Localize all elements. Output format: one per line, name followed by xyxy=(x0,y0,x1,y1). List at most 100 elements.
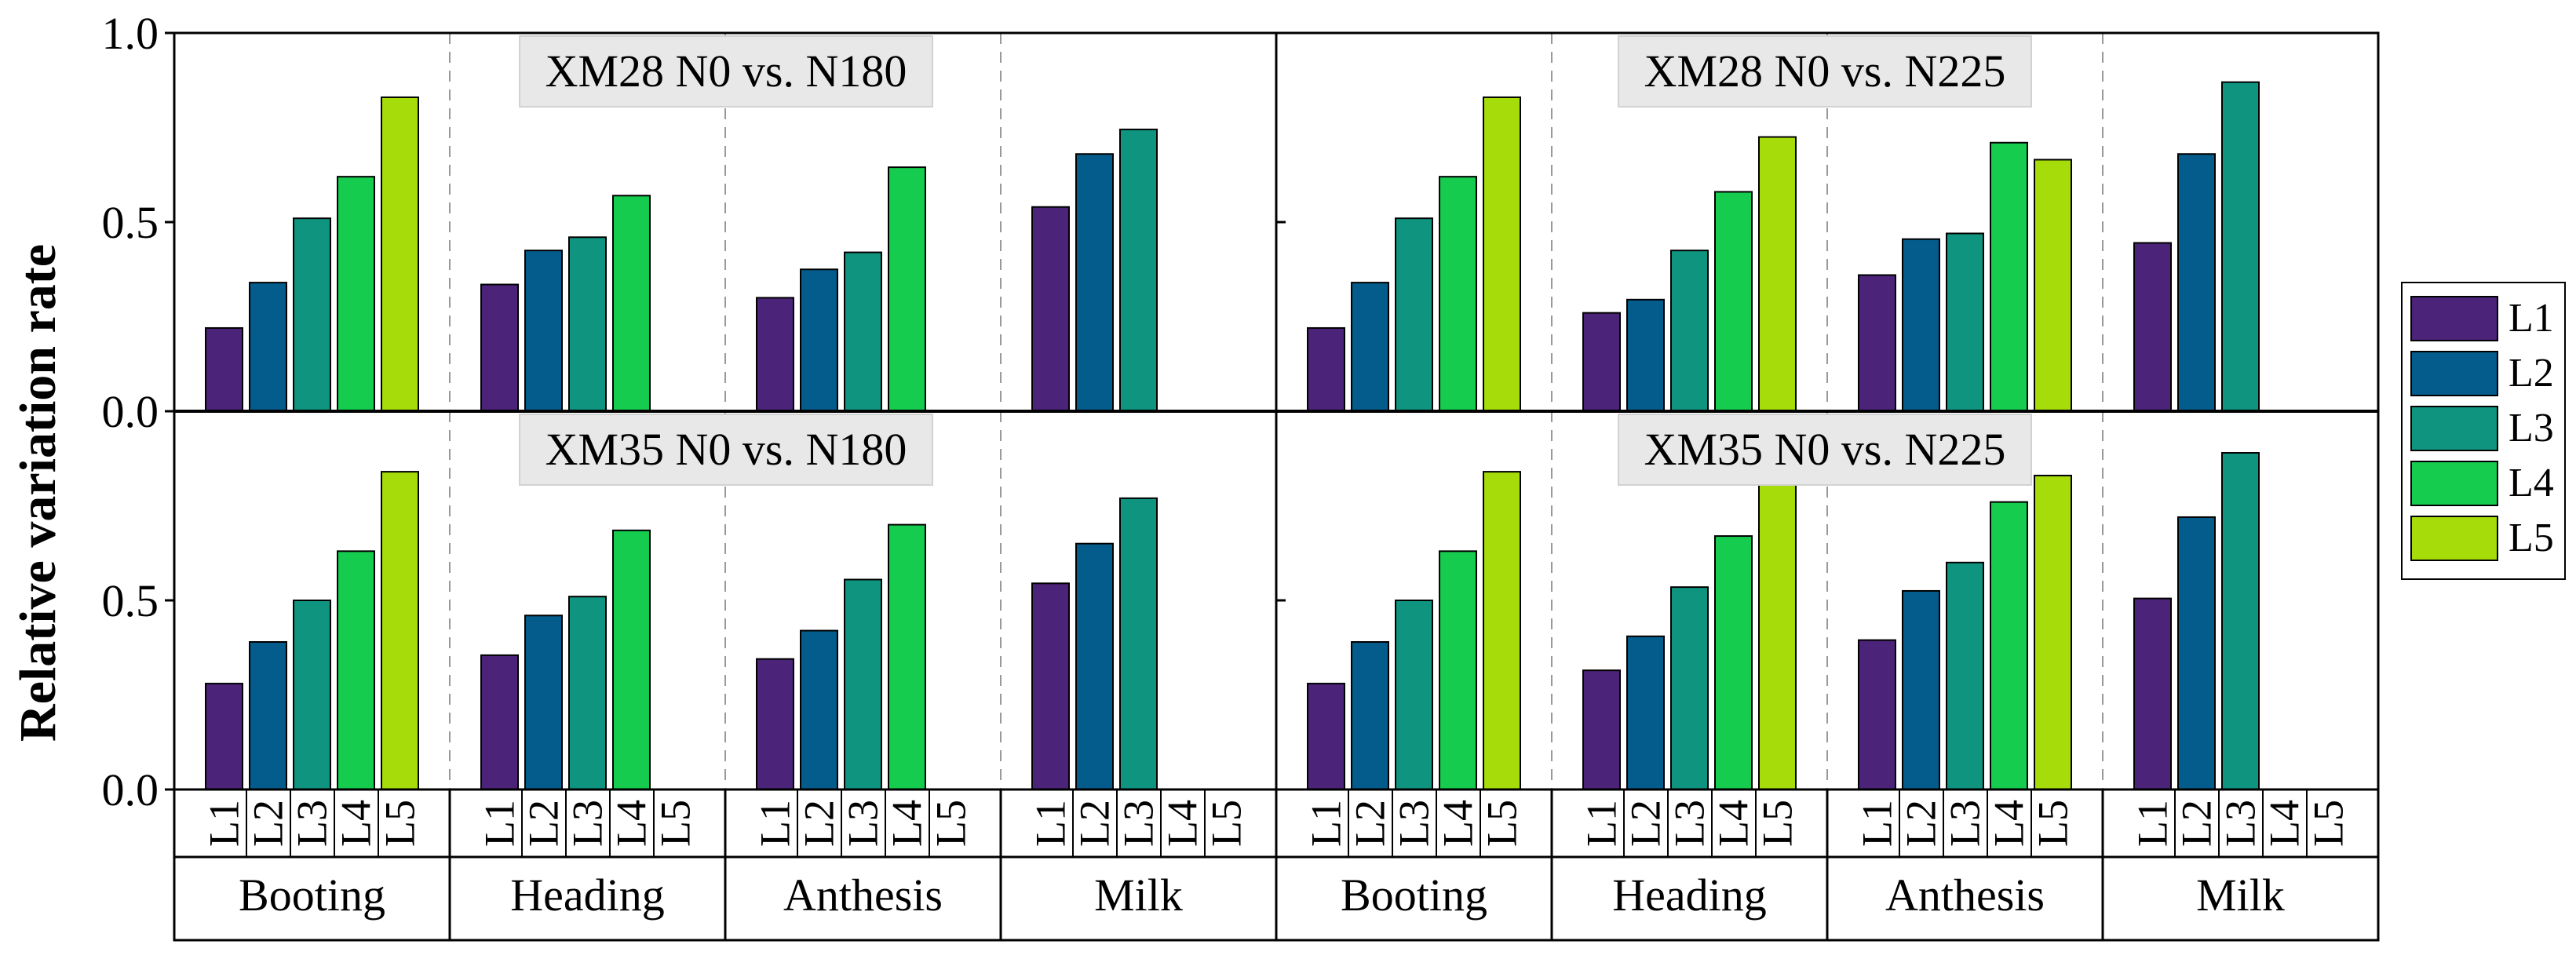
bar-2-booting-l3 xyxy=(1395,217,1433,412)
leaf-label: L2 xyxy=(796,800,843,847)
leaf-label: L3 xyxy=(1666,800,1713,847)
bar-3-booting-l3 xyxy=(293,600,331,790)
leaf-label: L5 xyxy=(377,800,424,847)
bar-4-anthesis-l4 xyxy=(1990,501,2028,790)
bar-3-heading-l2 xyxy=(524,614,563,791)
bar-4-milk-l3 xyxy=(2221,452,2260,791)
bar-1-heading-l3 xyxy=(568,236,607,412)
leaf-label: L4 xyxy=(2261,800,2308,847)
leaf-label: L3 xyxy=(289,800,336,847)
bar-3-booting-l5 xyxy=(381,471,419,790)
bar-2-heading-l4 xyxy=(1714,191,1753,412)
leaf-label: L4 xyxy=(1710,800,1757,847)
stage-label: Booting xyxy=(239,870,385,921)
legend-label-l5: L5 xyxy=(2508,516,2554,560)
bar-4-booting-l5 xyxy=(1483,471,1521,790)
bar-3-booting-l1 xyxy=(205,683,243,790)
leaf-label: L2 xyxy=(1071,800,1118,847)
legend-swatch-l1 xyxy=(2410,296,2498,341)
bar-4-anthesis-l1 xyxy=(1858,639,1896,790)
bar-4-anthesis-l2 xyxy=(1902,589,1940,791)
leaf-label: L1 xyxy=(752,800,799,847)
legend-label-l1: L1 xyxy=(2508,296,2554,341)
leaf-label: L2 xyxy=(245,800,292,847)
legend-label-l3: L3 xyxy=(2508,406,2554,450)
bar-3-anthesis-l4 xyxy=(888,523,926,790)
bar-1-anthesis-l3 xyxy=(844,251,882,412)
legend-swatch-l2 xyxy=(2410,351,2498,396)
stage-label: Heading xyxy=(1612,870,1767,921)
leaf-label: L5 xyxy=(928,800,975,847)
leaf-label: L5 xyxy=(1479,800,1526,847)
leaf-label: L4 xyxy=(608,800,655,847)
panel-title-box xyxy=(519,414,933,486)
bar-2-milk-l1 xyxy=(2133,242,2172,413)
bar-2-anthesis-l5 xyxy=(2034,159,2072,412)
bar-2-anthesis-l3 xyxy=(1946,232,1984,412)
bar-1-booting-l3 xyxy=(293,217,331,412)
leaf-label: L1 xyxy=(201,800,248,847)
stage-label: Heading xyxy=(510,870,665,921)
stage-label: Anthesis xyxy=(783,870,943,921)
leaf-label: L4 xyxy=(1435,800,1482,847)
bars-layer xyxy=(205,81,2260,791)
bar-4-booting-l2 xyxy=(1351,641,1389,791)
leaf-label: L4 xyxy=(884,800,931,847)
leaf-label: L1 xyxy=(1303,800,1350,847)
legend-swatch-l4 xyxy=(2410,461,2498,506)
leaf-label: L5 xyxy=(2305,800,2352,847)
stage-label: Booting xyxy=(1341,870,1487,921)
panel-titles: XM28 N0 vs. N180 XM28 N0 vs. N225 XM35 N0 … xyxy=(519,35,2032,486)
leaf-label: L3 xyxy=(1391,800,1438,847)
bar-2-heading-l1 xyxy=(1582,312,1621,412)
bar-2-milk-l3 xyxy=(2221,81,2260,412)
panel-title: XM35 N0 vs. N180 xyxy=(545,424,907,475)
bar-4-anthesis-l5 xyxy=(2034,474,2072,790)
leaf-label: L2 xyxy=(520,800,567,847)
leaf-label: L2 xyxy=(2173,800,2220,847)
y-tick-label: 0.5 xyxy=(102,575,159,626)
leaf-label: L5 xyxy=(1203,800,1250,847)
panel-title: XM28 N0 vs. N180 xyxy=(545,46,907,97)
bar-1-anthesis-l1 xyxy=(756,297,794,412)
bar-4-milk-l2 xyxy=(2177,516,2216,791)
bar-2-booting-l1 xyxy=(1307,326,1345,412)
bar-1-booting-l2 xyxy=(249,282,287,412)
panel-title-box xyxy=(1618,35,2032,108)
leaf-label: L1 xyxy=(476,800,524,847)
legend-swatch-l5 xyxy=(2410,516,2498,561)
bar-3-milk-l2 xyxy=(1075,542,1114,790)
leaf-label: L5 xyxy=(2030,800,2077,847)
leaf-label: L4 xyxy=(1986,800,2033,847)
bar-1-milk-l3 xyxy=(1119,128,1158,412)
legend: L1 L2 L3 L4 L5 xyxy=(2401,282,2566,580)
bar-4-heading-l1 xyxy=(1582,669,1621,790)
bar-4-anthesis-l3 xyxy=(1946,561,1984,790)
bar-4-heading-l4 xyxy=(1714,535,1753,790)
bar-1-booting-l5 xyxy=(381,96,419,412)
stage-label: Milk xyxy=(1094,870,1183,921)
bar-4-booting-l1 xyxy=(1307,683,1345,790)
bar-2-booting-l4 xyxy=(1439,176,1477,412)
stage-label: Milk xyxy=(2196,870,2285,921)
y-tick-label: 1.0 xyxy=(102,8,159,59)
leaf-label: L1 xyxy=(1027,800,1075,847)
bar-2-anthesis-l1 xyxy=(1858,274,1896,413)
bar-4-heading-l3 xyxy=(1670,586,1709,790)
panel-title: XM28 N0 vs. N225 xyxy=(1644,46,2006,97)
bar-3-anthesis-l3 xyxy=(844,578,882,790)
bar-1-milk-l1 xyxy=(1031,206,1070,412)
leaf-label: L2 xyxy=(1622,800,1669,847)
bar-1-booting-l4 xyxy=(337,176,375,412)
stage-label: Anthesis xyxy=(1885,870,2045,921)
panel-title-box xyxy=(1618,414,2032,486)
leaf-label: L3 xyxy=(1115,800,1162,847)
bar-2-heading-l3 xyxy=(1670,250,1709,412)
bar-4-booting-l3 xyxy=(1395,600,1433,790)
bar-2-booting-l5 xyxy=(1483,96,1521,412)
leaf-label: L1 xyxy=(1854,800,1901,847)
bar-3-heading-l3 xyxy=(568,596,607,790)
bar-3-booting-l4 xyxy=(337,550,375,791)
y-axis-title: Relative variation rate xyxy=(9,244,67,742)
